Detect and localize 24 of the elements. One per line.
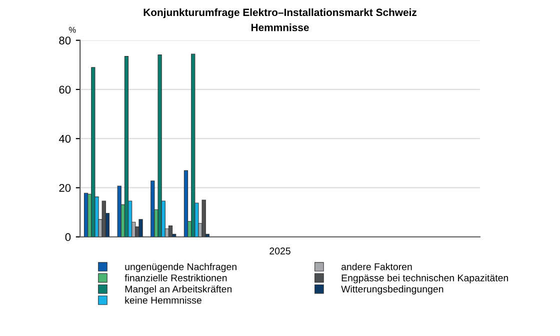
legend-label: keine Hemmnisse (125, 296, 202, 304)
legend-label: andere Faktoren (341, 263, 412, 270)
chart-title: Konjunkturumfrage Elektro–Installationsmarkt Schweiz (144, 8, 417, 18)
chart-subtitle: Hemmnisse (251, 24, 309, 32)
y-tick-label: 80 (59, 36, 71, 44)
legend-label: Engpässe bei technischen Kapazitäten (342, 274, 508, 284)
bar (138, 219, 143, 237)
bar (191, 54, 196, 237)
y-tick-label: 0 (65, 233, 71, 242)
y-tick-label: 40 (58, 134, 71, 143)
bar (184, 170, 188, 237)
bar (124, 56, 129, 237)
legend-label: Witterungsbedingungen (341, 285, 444, 294)
legend-label: ungenügende Nachfragen (125, 263, 236, 272)
legend-label: finanzielle Restriktionen (124, 274, 227, 282)
bar (91, 67, 96, 237)
x-axis-title: 2025 (270, 248, 290, 254)
bar (158, 54, 162, 237)
y-axis-title: % (68, 26, 76, 33)
y-tick-label: 60 (59, 86, 71, 94)
bar (150, 180, 155, 237)
bar (117, 186, 122, 237)
y-tick-label: 20 (59, 184, 71, 192)
legend-label: Mangel an Arbeitskräften (125, 285, 232, 294)
